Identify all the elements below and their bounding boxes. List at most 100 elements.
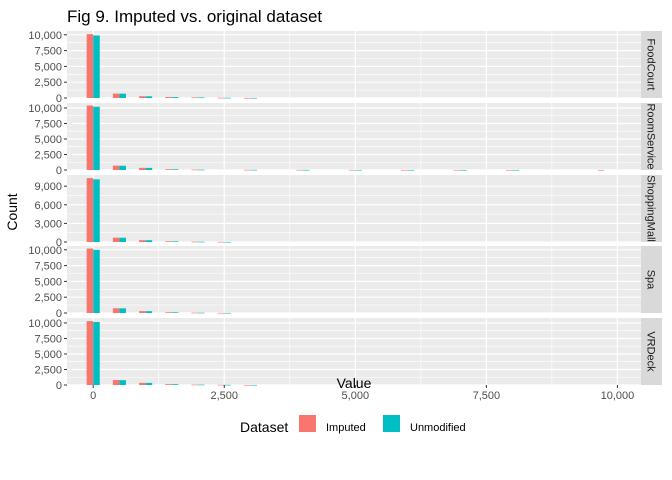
y-tick-label: 5,000 <box>34 61 62 73</box>
y-tick-label: 0 <box>56 165 62 177</box>
bar-imputed <box>191 169 199 171</box>
bar-unmodified <box>512 169 520 171</box>
bar-unmodified <box>460 169 467 171</box>
bar-unmodified <box>145 382 153 385</box>
bar-imputed <box>112 380 120 385</box>
bar-imputed <box>112 308 120 313</box>
bar-imputed <box>348 169 356 171</box>
legend-key-unmodified <box>383 415 400 432</box>
bar-unmodified <box>224 312 231 314</box>
chart-title: Fig 9. Imputed vs. original dataset <box>67 7 322 26</box>
panel-roomservice: 0 2,500 5,000 7,500 10,000 RoomService <box>28 103 662 177</box>
bar-imputed <box>112 237 120 242</box>
x-tick-label: 7,500 <box>473 390 501 402</box>
y-tick-label: 10,000 <box>28 318 62 330</box>
y-tick-label: 5,000 <box>34 276 62 288</box>
facet-strip-label: FoodCourt <box>645 39 657 91</box>
facet-strip-label: VRDeck <box>645 331 657 372</box>
y-tick-label: 7,500 <box>34 118 62 130</box>
bar-imputed <box>453 169 461 171</box>
bar-unmodified <box>198 97 205 99</box>
y-tick-label: 0 <box>56 237 62 249</box>
y-tick-label: 5,000 <box>34 349 62 361</box>
bar-unmodified <box>171 384 179 385</box>
facet-strip-label: ShoppingMall <box>645 175 657 242</box>
bar-unmodified <box>119 237 126 242</box>
x-axis-title: Value <box>337 375 372 391</box>
facet-strip <box>641 31 662 98</box>
bar-unmodified <box>93 249 100 313</box>
panel-background <box>67 175 641 242</box>
legend-label-imputed: Imputed <box>326 422 366 434</box>
bar-unmodified <box>198 169 205 171</box>
bar-imputed <box>165 97 172 98</box>
panel-shoppingmall: 0 3,000 6,000 9,000 ShoppingMall <box>34 175 662 249</box>
y-tick-label: 7,500 <box>34 261 62 273</box>
x-tick-label: 10,000 <box>601 390 635 402</box>
bar-unmodified <box>250 97 258 99</box>
legend: Dataset Imputed Unmodified <box>240 415 466 435</box>
bar-unmodified <box>145 311 153 313</box>
y-tick-label: 0 <box>56 380 62 392</box>
bar-unmodified <box>145 96 153 98</box>
y-tick-label: 10,000 <box>28 30 62 42</box>
y-tick-label: 7,500 <box>34 46 62 58</box>
facet-strip <box>641 246 662 313</box>
bar-unmodified <box>145 240 153 242</box>
bar-unmodified <box>93 35 100 98</box>
bar-unmodified <box>171 169 179 170</box>
y-tick-label: 10,000 <box>28 103 62 115</box>
bar-imputed <box>401 169 408 171</box>
bar-imputed <box>112 165 120 170</box>
x-tick-label: 5,000 <box>342 390 370 402</box>
bar-unmodified <box>250 384 258 386</box>
bar-imputed <box>86 248 94 313</box>
bar-imputed <box>191 312 199 314</box>
bar-imputed <box>165 169 172 170</box>
y-tick-label: 10,000 <box>28 245 62 257</box>
bar-unmodified <box>119 308 126 313</box>
bar-unmodified <box>171 312 179 313</box>
panel-foodcourt: 0 2,500 5,000 7,500 10,000 FoodCourt <box>28 30 662 105</box>
bar-unmodified <box>407 169 415 171</box>
facet-strip <box>641 103 662 170</box>
bar-imputed <box>217 241 225 243</box>
bar-imputed <box>217 384 225 386</box>
y-tick-label: 6,000 <box>34 200 62 212</box>
bar-imputed <box>217 312 225 314</box>
facet-strip <box>641 175 662 242</box>
bar-imputed <box>597 169 605 171</box>
panel-background <box>67 31 641 98</box>
bar-imputed <box>112 93 120 98</box>
y-tick-label: 2,500 <box>34 364 62 376</box>
bar-unmodified <box>355 169 362 171</box>
bar-imputed <box>243 169 251 171</box>
legend-title: Dataset <box>240 419 288 435</box>
bar-imputed <box>139 382 146 385</box>
bar-imputed <box>243 97 251 99</box>
y-tick-label: 5,000 <box>34 134 62 146</box>
bar-imputed <box>139 311 146 313</box>
bar-unmodified <box>93 106 100 170</box>
bar-unmodified <box>224 384 231 386</box>
bar-unmodified <box>93 179 100 242</box>
bar-unmodified <box>119 380 126 385</box>
bar-imputed <box>165 384 172 385</box>
bar-imputed <box>296 169 303 171</box>
bar-imputed <box>191 97 199 99</box>
bar-imputed <box>165 241 172 242</box>
panel-spa: 0 2,500 5,000 7,500 10,000 Spa <box>28 245 662 320</box>
bar-unmodified <box>171 97 179 98</box>
facet-strip-label: Spa <box>645 270 657 290</box>
bar-unmodified <box>93 322 100 385</box>
bar-imputed <box>243 384 251 386</box>
panel-background <box>67 246 641 313</box>
bar-imputed <box>139 167 146 170</box>
y-tick-label: 2,500 <box>34 292 62 304</box>
bar-imputed <box>506 169 513 171</box>
bar-imputed <box>191 384 199 386</box>
bar-imputed <box>165 312 172 313</box>
bar-unmodified <box>145 167 153 170</box>
bar-imputed <box>86 178 94 242</box>
